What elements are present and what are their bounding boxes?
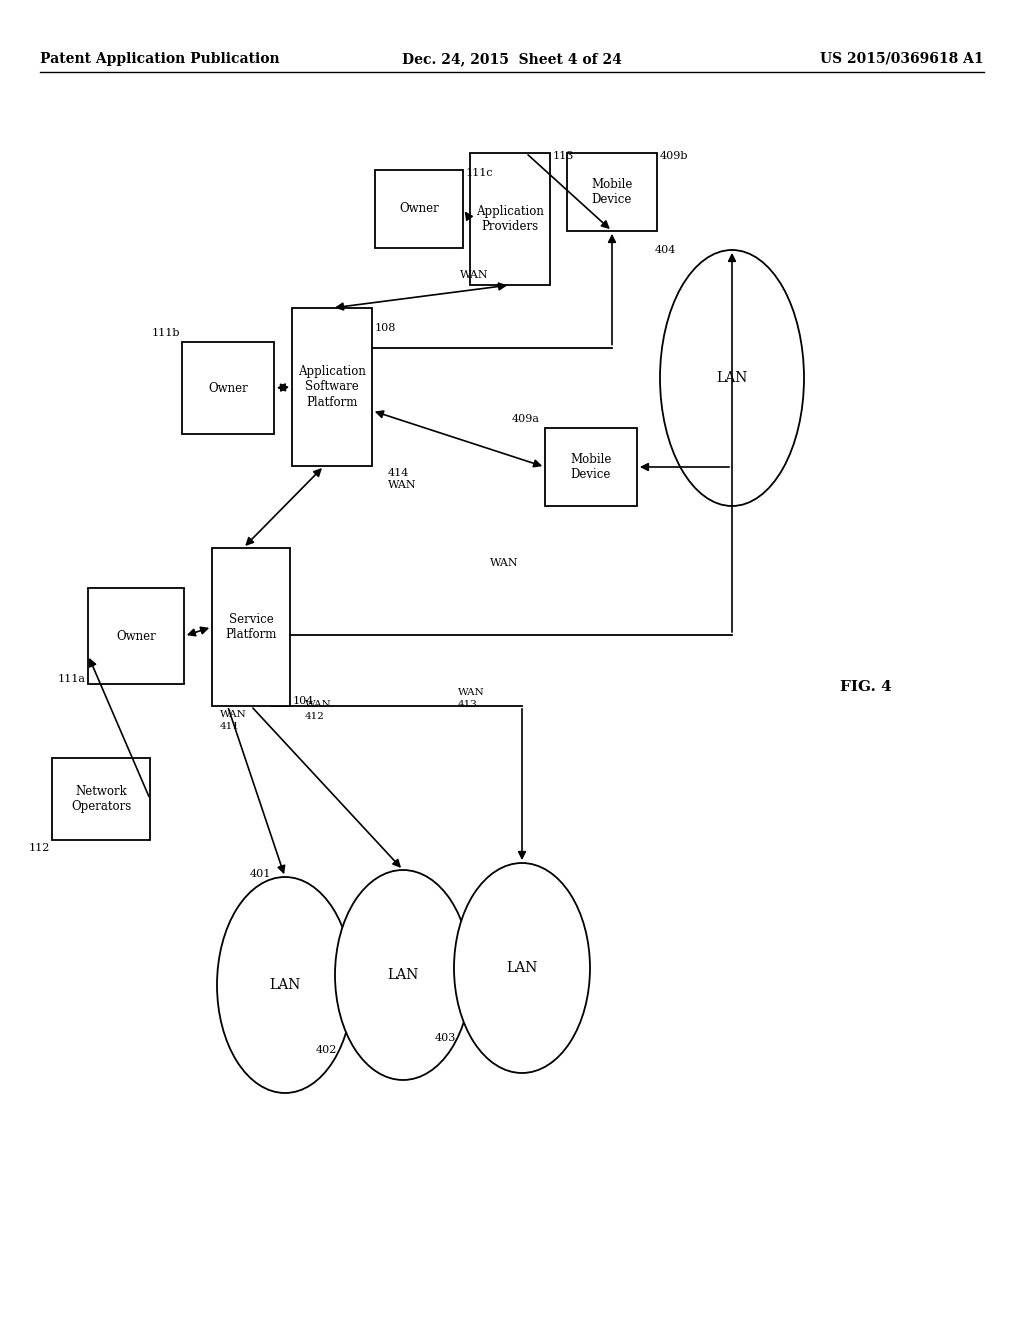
Bar (52, 758, 150, 840)
Text: Owner: Owner (116, 630, 156, 643)
Bar (567, 153, 657, 231)
Text: 104: 104 (293, 696, 314, 706)
Text: LAN: LAN (269, 978, 301, 993)
Text: 414: 414 (388, 469, 410, 478)
Text: Owner: Owner (208, 381, 248, 395)
Ellipse shape (217, 876, 353, 1093)
Bar (292, 308, 372, 466)
Text: 403: 403 (434, 1034, 456, 1043)
Text: Application
Providers: Application Providers (476, 205, 544, 234)
Text: Patent Application Publication: Patent Application Publication (40, 51, 280, 66)
Text: 409b: 409b (660, 150, 688, 161)
Text: LAN: LAN (387, 968, 419, 982)
Ellipse shape (660, 249, 804, 506)
Text: LAN: LAN (506, 961, 538, 975)
Text: 111c: 111c (466, 168, 494, 178)
Text: Mobile
Device: Mobile Device (570, 453, 611, 480)
Text: 401: 401 (250, 869, 270, 879)
Bar (182, 342, 274, 434)
Text: Network
Operators: Network Operators (71, 785, 131, 813)
Text: US 2015/0369618 A1: US 2015/0369618 A1 (820, 51, 984, 66)
Text: 111b: 111b (152, 327, 180, 338)
Text: WAN: WAN (388, 480, 417, 490)
Text: 111a: 111a (58, 675, 86, 684)
Text: LAN: LAN (717, 371, 748, 385)
Text: WAN: WAN (305, 700, 332, 709)
Text: 112: 112 (29, 843, 50, 853)
Ellipse shape (335, 870, 471, 1080)
Text: 411: 411 (220, 722, 240, 731)
Text: WAN: WAN (460, 271, 488, 280)
Text: Dec. 24, 2015  Sheet 4 of 24: Dec. 24, 2015 Sheet 4 of 24 (402, 51, 622, 66)
Text: Service
Platform: Service Platform (225, 612, 276, 642)
Bar (470, 153, 550, 285)
Text: 412: 412 (305, 711, 325, 721)
Text: Application
Software
Platform: Application Software Platform (298, 366, 366, 408)
Text: 413: 413 (458, 700, 478, 709)
Text: WAN: WAN (458, 688, 484, 697)
Text: WAN: WAN (490, 558, 518, 568)
Text: 108: 108 (375, 323, 396, 333)
Text: 404: 404 (655, 246, 677, 255)
Text: FIG. 4: FIG. 4 (840, 680, 892, 694)
Text: 409a: 409a (512, 414, 540, 424)
Text: WAN: WAN (220, 710, 247, 719)
Text: Mobile
Device: Mobile Device (591, 178, 633, 206)
Bar (212, 548, 290, 706)
Bar (545, 428, 637, 506)
Bar (375, 170, 463, 248)
Bar (88, 587, 184, 684)
Text: 402: 402 (315, 1045, 337, 1055)
Text: Owner: Owner (399, 202, 439, 215)
Text: 113: 113 (553, 150, 574, 161)
Ellipse shape (454, 863, 590, 1073)
